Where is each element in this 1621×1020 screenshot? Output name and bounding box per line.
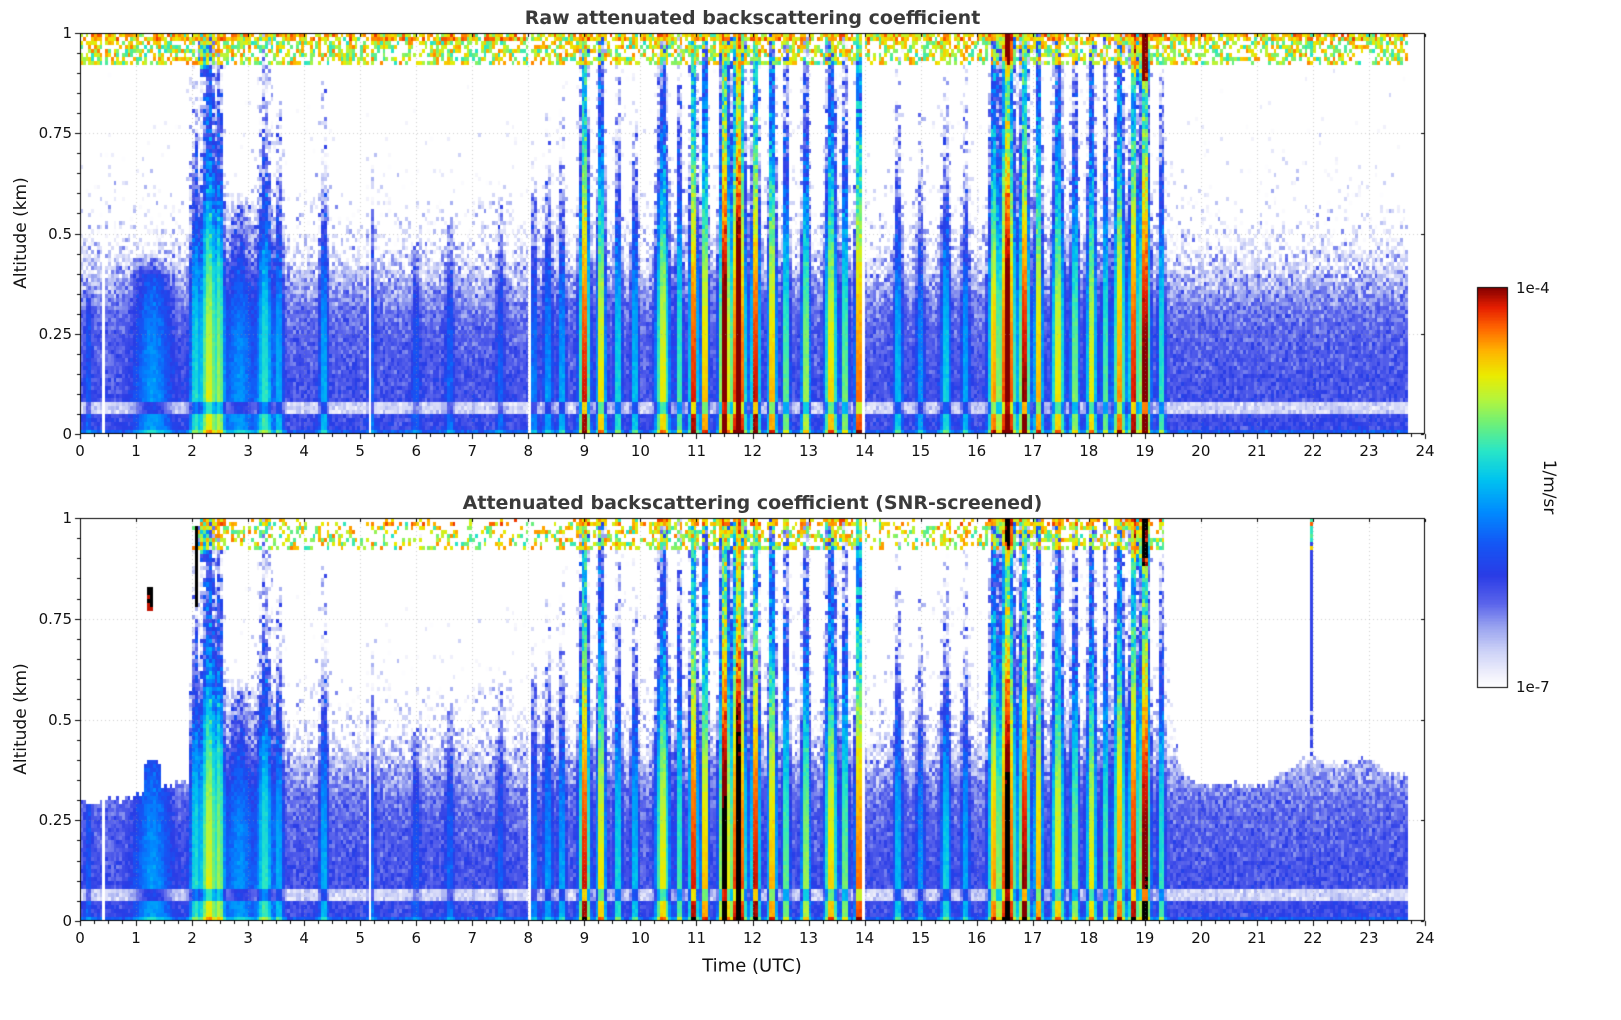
x-tick-label: 0 bbox=[75, 929, 85, 947]
x-tick-label: 5 bbox=[355, 442, 365, 460]
x-tick-label: 23 bbox=[1359, 929, 1379, 947]
x-tick-label: 7 bbox=[467, 929, 478, 947]
x-tick-label: 2 bbox=[187, 929, 197, 947]
x-tick-label: 9 bbox=[579, 929, 590, 947]
x-tick-label: 10 bbox=[630, 929, 650, 947]
x-tick-label: 20 bbox=[1191, 929, 1211, 947]
x-tick-label: 3 bbox=[243, 442, 253, 460]
y-tick-label: 0.25 bbox=[38, 324, 72, 343]
y-tick-label: 0.75 bbox=[38, 124, 72, 143]
x-tick-label: 4 bbox=[299, 442, 309, 460]
y-tick-label: 0.5 bbox=[48, 224, 72, 243]
x-tick-label: 11 bbox=[686, 442, 706, 460]
x-tick-label: 11 bbox=[686, 929, 706, 947]
panel2-title: Attenuated backscattering coefficient (S… bbox=[462, 492, 1043, 514]
x-axis-label: Time (UTC) bbox=[702, 955, 802, 977]
x-tick-label: 1 bbox=[131, 929, 141, 947]
x-tick-label: 9 bbox=[579, 442, 590, 460]
y-tick-label: 1 bbox=[62, 509, 72, 527]
colorbar-max-label: 1e-4 bbox=[1516, 279, 1550, 297]
x-tick-label: 19 bbox=[1135, 442, 1155, 460]
x-tick-label: 2 bbox=[187, 442, 197, 460]
colorbar-min-label: 1e-7 bbox=[1516, 678, 1550, 696]
x-tick-label: 23 bbox=[1359, 442, 1379, 460]
x-tick-label: 19 bbox=[1135, 929, 1155, 947]
x-tick-label: 13 bbox=[798, 929, 819, 947]
y-tick-label: 0 bbox=[62, 425, 72, 443]
y-tick-label: 0.75 bbox=[38, 609, 72, 628]
x-tick-label: 3 bbox=[243, 929, 253, 947]
x-tick-label: 17 bbox=[1023, 442, 1043, 460]
x-tick-label: 1 bbox=[131, 442, 141, 460]
x-tick-label: 24 bbox=[1415, 442, 1435, 460]
x-tick-label: 22 bbox=[1303, 929, 1323, 947]
x-tick-label: 6 bbox=[411, 442, 422, 460]
x-tick-label: 24 bbox=[1415, 929, 1435, 947]
x-tick-label: 8 bbox=[523, 929, 534, 947]
x-tick-label: 6 bbox=[411, 929, 422, 947]
x-tick-label: 0 bbox=[75, 442, 85, 460]
x-tick-label: 20 bbox=[1191, 442, 1211, 460]
x-tick-label: 12 bbox=[742, 929, 763, 947]
x-tick-label: 7 bbox=[467, 442, 478, 460]
x-tick-label: 15 bbox=[911, 442, 931, 460]
y-tick-label: 0 bbox=[62, 912, 72, 930]
x-tick-label: 18 bbox=[1079, 442, 1099, 460]
x-tick-label: 10 bbox=[630, 442, 650, 460]
x-tick-label: 15 bbox=[911, 929, 931, 947]
y-tick-label: 0.5 bbox=[48, 710, 72, 729]
x-tick-label: 21 bbox=[1247, 442, 1267, 460]
x-tick-label: 16 bbox=[967, 442, 987, 460]
panel1-title: Raw attenuated backscattering coefficien… bbox=[524, 7, 981, 29]
x-tick-label: 5 bbox=[355, 929, 365, 947]
x-tick-label: 13 bbox=[798, 442, 819, 460]
x-tick-label: 4 bbox=[299, 929, 309, 947]
x-tick-label: 17 bbox=[1023, 929, 1043, 947]
x-tick-label: 12 bbox=[742, 442, 763, 460]
x-tick-label: 22 bbox=[1303, 442, 1323, 460]
y-tick-label: 1 bbox=[62, 24, 72, 42]
x-tick-label: 21 bbox=[1247, 929, 1267, 947]
y-tick-label: 0.25 bbox=[38, 811, 72, 830]
x-tick-label: 8 bbox=[523, 442, 534, 460]
x-tick-label: 14 bbox=[855, 929, 875, 947]
colorbar-unit-label: 1/m/sr bbox=[1539, 459, 1559, 515]
x-tick-label: 16 bbox=[967, 929, 987, 947]
x-tick-label: 18 bbox=[1079, 929, 1099, 947]
x-tick-label: 14 bbox=[855, 442, 875, 460]
